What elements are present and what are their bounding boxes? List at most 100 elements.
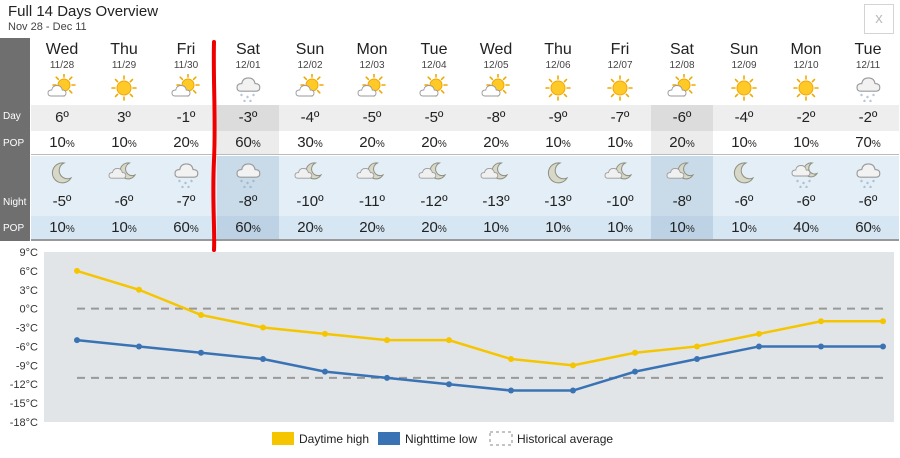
day-temp: -5º xyxy=(424,109,444,126)
day-pop-bg xyxy=(527,131,589,155)
day-pop-unit: % xyxy=(127,139,137,150)
svg-text:*: * xyxy=(863,185,866,188)
svg-text:*: * xyxy=(240,179,243,186)
day-column: Fri 12/07 -7º 10% -10º 10% xyxy=(589,38,651,241)
day-name: Thu xyxy=(110,41,138,58)
svg-text:*: * xyxy=(243,185,246,188)
y-tick-label: 0°C xyxy=(20,304,39,316)
moon-cloud-icon xyxy=(480,160,512,188)
daytime-high-point xyxy=(880,318,886,325)
day-pop-bg xyxy=(93,131,155,155)
snow-cloud-icon: ***** xyxy=(852,74,884,106)
day-pop-value: 70 xyxy=(855,134,872,151)
day-pop-value: 10 xyxy=(607,134,624,151)
night-pop-value: 60 xyxy=(235,219,252,236)
night-pop-unit: % xyxy=(809,224,819,235)
svg-text:*: * xyxy=(796,179,799,186)
day-temp: -4º xyxy=(734,109,754,126)
day-pop: 20% xyxy=(403,134,465,151)
svg-text:*: * xyxy=(252,93,255,100)
day-pop: 20% xyxy=(341,134,403,151)
nighttime-low-point xyxy=(198,349,204,356)
y-tick-label: -15°C xyxy=(10,398,38,410)
day-pop-value: 20 xyxy=(669,134,686,151)
day-temp: 6º xyxy=(55,109,69,126)
day-pop-bg xyxy=(279,131,341,155)
day-temp: -2º xyxy=(796,109,816,126)
sun-icon xyxy=(790,74,822,102)
day-column: Fri 11/30 -1º 20% ***** -7º 60% xyxy=(155,38,217,241)
day-temp: -8º xyxy=(486,109,506,126)
day-column: Tue 12/11 ***** -2º 70% ***** -6º 60% xyxy=(837,38,899,241)
night-pop-unit: % xyxy=(685,224,695,235)
day-column: Sun 12/09 -4º 10% -6º 10% xyxy=(713,38,775,241)
svg-text:*: * xyxy=(252,179,255,186)
svg-text:*: * xyxy=(187,185,190,188)
day-pop-bg xyxy=(837,131,899,155)
day-name: Fri xyxy=(176,41,196,58)
svg-text:*: * xyxy=(249,99,252,102)
sun-icon xyxy=(604,74,636,102)
day-pop-bg xyxy=(155,131,217,155)
day-date: 12/07 xyxy=(607,60,633,71)
legend-swatch-daytime xyxy=(272,432,294,445)
day-pop-value: 10 xyxy=(49,134,66,151)
daytime-high-point xyxy=(384,337,390,344)
night-pop: 10% xyxy=(465,219,527,236)
night-pop-bg xyxy=(775,216,837,241)
snow-cloud-icon: ***** xyxy=(170,160,202,192)
day-temp-bg xyxy=(589,105,651,131)
day-pop: 10% xyxy=(775,134,837,151)
day-name: Sun xyxy=(295,41,325,58)
svg-text:*: * xyxy=(808,179,811,186)
day-pop-row-label: POP xyxy=(3,138,25,149)
chart-background xyxy=(44,252,894,422)
day-pop: 10% xyxy=(589,134,651,151)
daytime-high-point xyxy=(446,337,452,344)
sun-cloud-icon xyxy=(480,73,512,102)
night-pop-value: 60 xyxy=(855,219,872,236)
night-temp: -13º xyxy=(482,193,510,210)
chart-series xyxy=(74,267,886,394)
svg-text:*: * xyxy=(872,93,875,100)
night-temp: -6º xyxy=(858,193,878,210)
night-temp: -6º xyxy=(734,193,754,210)
night-pop-bg xyxy=(465,216,527,241)
moon-icon xyxy=(542,160,574,188)
night-pop-value: 20 xyxy=(421,219,438,236)
night-pop-unit: % xyxy=(127,224,137,235)
night-pop-unit: % xyxy=(65,224,75,235)
moon-cloud-icon xyxy=(108,160,140,188)
nighttime-low-point xyxy=(818,343,824,350)
night-pop-unit: % xyxy=(499,224,509,235)
night-pop-unit: % xyxy=(871,224,881,235)
day-temp-bg xyxy=(465,105,527,131)
close-button[interactable]: x xyxy=(864,4,894,34)
night-pop: 10% xyxy=(31,219,93,236)
night-pop-unit: % xyxy=(623,224,633,235)
daytime-high-point xyxy=(198,311,204,318)
nighttime-low-point xyxy=(136,343,142,350)
night-pop: 20% xyxy=(279,219,341,236)
day-pop-unit: % xyxy=(313,139,323,150)
day-pop-unit: % xyxy=(561,139,571,150)
page-title: Full 14 Days Overview xyxy=(8,3,159,20)
legend-daytime-label: Daytime high xyxy=(299,432,369,446)
day-temp-bg xyxy=(31,105,93,131)
day-column: Thu 12/06 -9º 10% -13º 10% xyxy=(527,38,589,241)
night-pop-bg xyxy=(341,216,403,241)
night-pop: 10% xyxy=(93,219,155,236)
night-bg xyxy=(31,156,93,216)
day-pop: 10% xyxy=(713,134,775,151)
y-tick-label: -12°C xyxy=(10,379,38,391)
night-pop-bg xyxy=(527,216,589,241)
day-temp: -4º xyxy=(300,109,320,126)
night-pop-bg xyxy=(93,216,155,241)
row-label-column: Day POP Night POP xyxy=(0,38,30,241)
day-column: Mon 12/03 -5º 20% -11º 20% xyxy=(341,38,403,241)
night-temp: -8º xyxy=(672,193,692,210)
svg-text:*: * xyxy=(246,95,249,102)
day-column: Mon 12/10 -2º 10% ***** -6º 40% xyxy=(775,38,837,241)
moon-icon xyxy=(46,160,78,188)
night-pop-unit: % xyxy=(561,224,571,235)
